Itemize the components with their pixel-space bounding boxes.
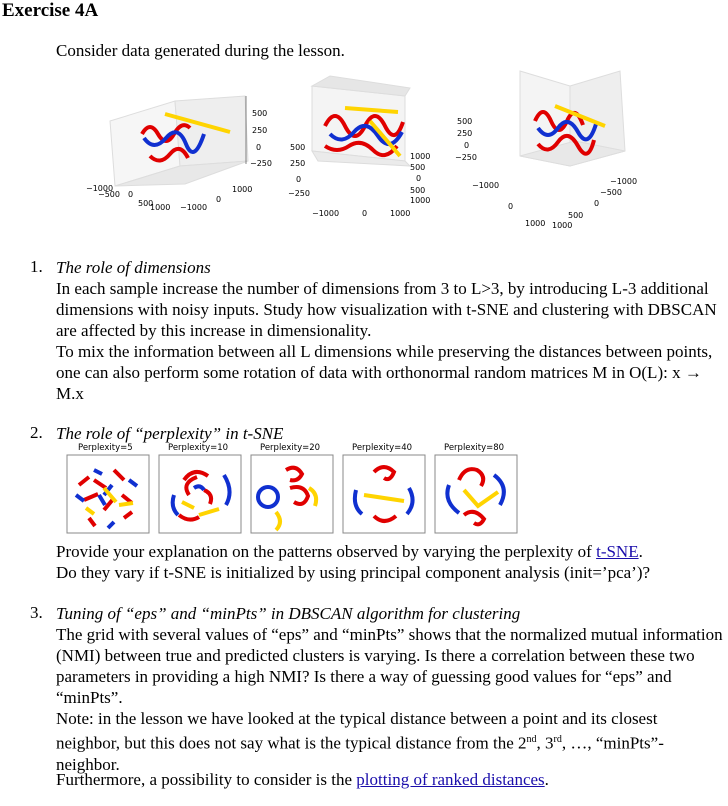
p2-y-tick-1: 500 bbox=[410, 163, 425, 172]
perplexity-title-5: Perplexity=5 bbox=[78, 443, 133, 453]
section-2-number: 2. bbox=[30, 423, 43, 442]
section-2-heading: The role of “perplexity” in t-SNE bbox=[56, 424, 284, 443]
p1-x-tick-2: 0 bbox=[128, 190, 133, 199]
section-3-note: Note: in the lesson we have looked at th… bbox=[56, 708, 724, 775]
p3-y-tick-1: −500 bbox=[600, 188, 622, 197]
p3-z-tick-1: 250 bbox=[457, 129, 472, 138]
p1-y-tick-2: 1000 bbox=[232, 185, 252, 194]
p3-x-tick-0: −1000 bbox=[472, 181, 499, 190]
p1-z-tick-1: 250 bbox=[252, 126, 267, 135]
p2-x-tick-0: −1000 bbox=[312, 209, 339, 218]
p1-z-tick-3: −250 bbox=[250, 159, 272, 168]
p2-x-tick-2: 1000 bbox=[390, 209, 410, 218]
section-2-p1-end: . bbox=[638, 542, 643, 561]
exercise-title: Exercise 4A bbox=[2, 0, 99, 21]
p3-y-tick-4: 1000 bbox=[552, 221, 572, 230]
p2-y-tick-0: 1000 bbox=[410, 152, 430, 161]
p2-x-tick-1: 0 bbox=[362, 209, 367, 218]
perplexity-title-80: Perplexity=80 bbox=[444, 443, 504, 453]
section-3-paragraph-1: The grid with several values of “eps” an… bbox=[56, 625, 723, 707]
p1-x-tick-4: 1000 bbox=[150, 203, 170, 212]
section-1-paragraph-2: To mix the information between all L dim… bbox=[56, 342, 713, 403]
section-1-heading: The role of dimensions bbox=[56, 258, 211, 277]
plot-3d-1: 500 250 0 −250 −1000 −500 0 500 1000 −10… bbox=[86, 95, 272, 212]
section-2-paragraph-2: Do they vary if t-SNE is initialized by … bbox=[56, 563, 651, 582]
section-3-number: 3. bbox=[30, 603, 43, 622]
perplexity-panel-20: Perplexity=20 bbox=[250, 443, 334, 534]
p1-y-tick-1: 0 bbox=[216, 195, 221, 204]
p2-y-tick-3: 500 bbox=[410, 186, 425, 195]
p3-z-tick-0: 500 bbox=[457, 117, 472, 126]
p3-x-tick-2: 1000 bbox=[525, 219, 545, 228]
section-1-paragraph-1: In each sample increase the number of di… bbox=[56, 279, 717, 340]
perplexity-title-40: Perplexity=40 bbox=[352, 443, 412, 453]
p2-y-tick-4: 1000 bbox=[410, 196, 430, 205]
p3-y-tick-3: 500 bbox=[568, 211, 583, 220]
tsne-link[interactable]: t-SNE bbox=[596, 542, 639, 561]
section-3-p3-end: . bbox=[544, 770, 549, 789]
perplexity-title-20: Perplexity=20 bbox=[260, 443, 320, 453]
perplexity-panel-40: Perplexity=40 bbox=[342, 443, 426, 534]
perplexity-title-10: Perplexity=10 bbox=[168, 443, 228, 453]
intro-text: Consider data generated during the lesso… bbox=[56, 41, 345, 60]
figure-perplexity-panels: Perplexity=5 Perplexity=10 Perplexity=20… bbox=[66, 443, 518, 534]
section-3-p3-text: Furthermore, a possibility to consider i… bbox=[56, 770, 357, 789]
p2-z-tick-3: −250 bbox=[288, 189, 310, 198]
section-3-heading: Tuning of “eps” and “minPts” in DBSCAN a… bbox=[56, 604, 521, 623]
perplexity-panel-5: Perplexity=5 bbox=[66, 443, 150, 534]
p3-y-tick-0: −1000 bbox=[610, 177, 637, 186]
p3-x-tick-1: 0 bbox=[508, 202, 513, 211]
p2-y-tick-2: 0 bbox=[416, 174, 421, 183]
p1-x-tick-1: −500 bbox=[98, 190, 120, 199]
p1-z-tick-0: 500 bbox=[252, 109, 267, 118]
note-text-c: , …, “minPts”-neighbor. bbox=[56, 733, 664, 774]
section-2-p1-text: Provide your explanation on the patterns… bbox=[56, 542, 597, 561]
perplexity-panel-10: Perplexity=10 bbox=[158, 443, 242, 534]
p2-z-tick-2: 0 bbox=[296, 175, 301, 184]
section-1-number: 1. bbox=[30, 257, 43, 276]
p3-z-tick-2: 0 bbox=[464, 141, 469, 150]
p1-z-tick-2: 0 bbox=[256, 143, 261, 152]
p2-z-tick-1: 250 bbox=[290, 159, 305, 168]
note-sup-rd: rd bbox=[553, 734, 562, 745]
p1-x-tick-3: 500 bbox=[138, 199, 153, 208]
ranked-distances-link[interactable]: plotting of ranked distances bbox=[356, 770, 545, 789]
section-2-paragraph-1: Provide your explanation on the patterns… bbox=[56, 541, 724, 562]
p1-y-tick-0: −1000 bbox=[180, 203, 207, 212]
plot-3d-3: 500 250 0 −250 −1000 0 1000 −1000 −500 0… bbox=[455, 70, 637, 230]
note-text-b: , 3 bbox=[536, 733, 554, 753]
p1-x-tick-0: −1000 bbox=[86, 184, 113, 193]
figure-3d-plots: 500 250 0 −250 −1000 −500 0 500 1000 −10… bbox=[86, 70, 637, 230]
plot-3d-2: 500 250 0 −250 1000 500 0 500 1000 −1000… bbox=[288, 75, 430, 218]
section-3-paragraph-3: Furthermore, a possibility to consider i… bbox=[56, 769, 724, 790]
perplexity-panel-80: Perplexity=80 bbox=[434, 443, 518, 534]
note-text-a: Note: in the lesson we have looked at th… bbox=[56, 709, 658, 753]
p2-z-tick-0: 500 bbox=[290, 143, 305, 152]
p3-y-tick-2: 0 bbox=[594, 199, 599, 208]
p3-z-tick-3: −250 bbox=[455, 153, 477, 162]
note-sup-nd: nd bbox=[526, 734, 537, 745]
